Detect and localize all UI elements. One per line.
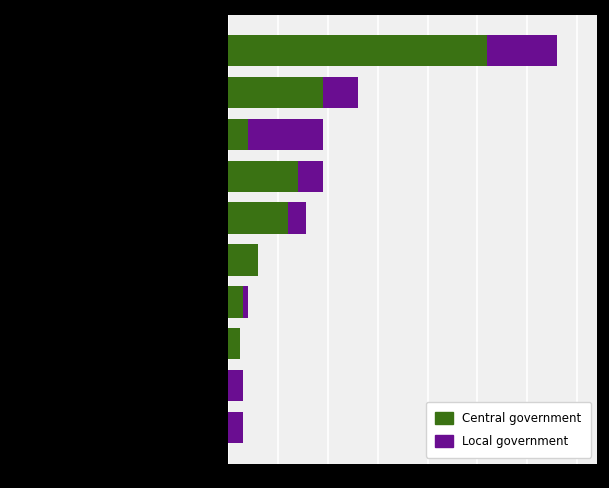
Bar <box>228 286 244 318</box>
Bar <box>288 203 306 234</box>
Bar <box>228 328 241 360</box>
Bar <box>228 203 288 234</box>
Bar <box>228 119 248 150</box>
Bar <box>298 161 323 192</box>
Legend: Central government, Local government: Central government, Local government <box>426 402 591 458</box>
Bar <box>228 161 298 192</box>
Bar <box>244 286 248 318</box>
Bar <box>487 35 557 66</box>
Bar <box>323 77 358 108</box>
Bar <box>228 35 487 66</box>
Bar <box>228 77 323 108</box>
Bar <box>228 412 244 443</box>
Bar <box>228 244 258 276</box>
Bar <box>228 370 244 401</box>
Bar <box>248 119 323 150</box>
